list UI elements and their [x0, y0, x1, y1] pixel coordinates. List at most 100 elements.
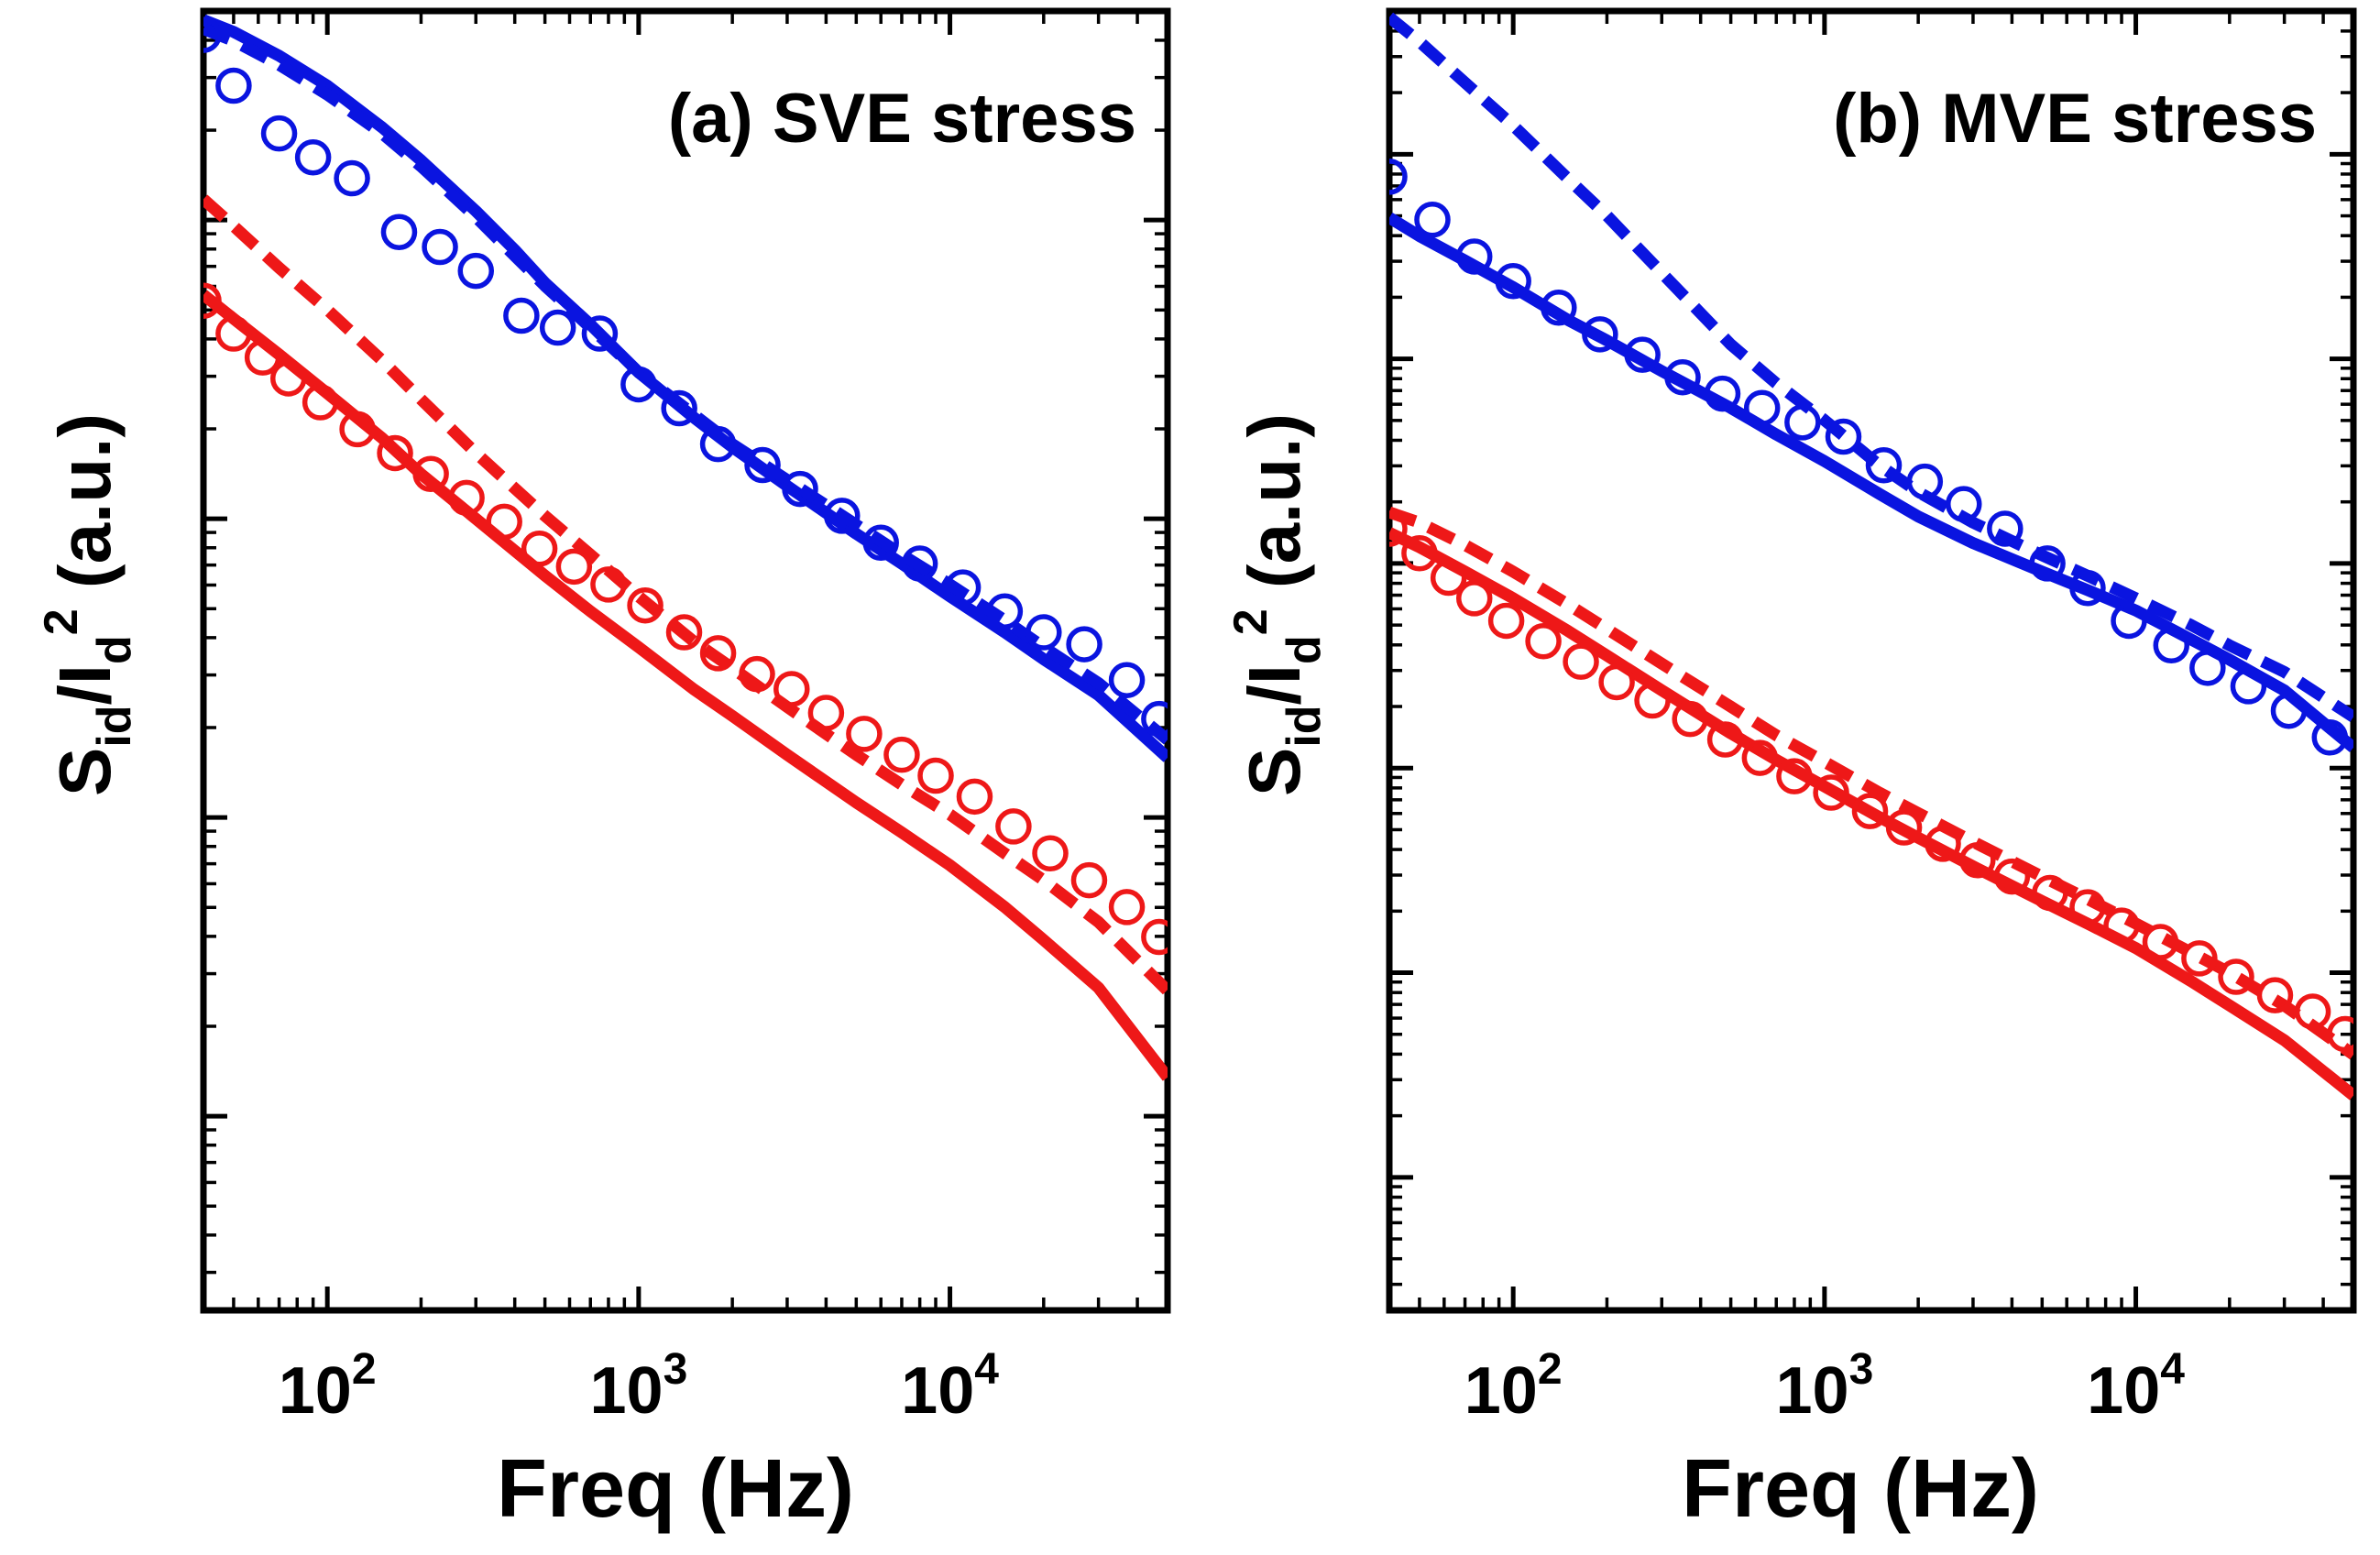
panel-a-x-tick-label: 104: [901, 1345, 999, 1428]
panel-b-x-tick-label: 104: [2087, 1345, 2185, 1428]
panel-a-red-measured-point: [739, 655, 775, 693]
panel-b-blue-fit-dashed-line: [1389, 12, 2353, 722]
panel-a-blue-measured-point: [824, 498, 861, 534]
panel-b-red-fit-dashed-line: [1389, 506, 2353, 1060]
panel-a-sve: (a) SVE stress Sid/Id2 (a.u.) Freq (Hz) …: [35, 7, 1171, 1535]
panel-b-red-measured-point: [1672, 700, 1708, 738]
panel-a-title: (a) SVE stress: [668, 80, 1136, 158]
panel-b-red-measured-point: [1389, 510, 1408, 547]
panel-a-red-measured-point: [846, 716, 883, 752]
panel-a-red-measured-point: [956, 778, 993, 816]
panel-b-blue-measured-point: [1624, 336, 1661, 373]
panel-b-red-measured-point: [2142, 924, 2179, 960]
panel-b-blue-measured-point: [2153, 627, 2190, 664]
panel-b-red-measured-point: [1925, 826, 1961, 862]
panel-a-red-measured-point: [448, 479, 485, 517]
panel-a-red-measured-point: [521, 531, 558, 567]
panel-b-blue-measured-point: [1541, 290, 1577, 326]
panel-b-red-measured-point: [1598, 663, 1635, 701]
panel-a-red-measured-point: [269, 360, 307, 397]
panel-b-x-tick-label: 103: [1775, 1345, 1873, 1428]
panel-a-red-measured-point: [1108, 889, 1146, 925]
panel-a-red-measured-point: [555, 548, 593, 586]
panel-b-red-measured-point: [1430, 559, 1467, 597]
panel-a-red-measured-point: [917, 757, 954, 794]
panel-b-blue-measured-point: [1389, 159, 1408, 195]
panel-b-blue-measured-point: [1946, 486, 1982, 522]
panel-b-blue-measured-point: [1495, 263, 1531, 300]
panel-b-red-measured-point: [2032, 874, 2068, 912]
panel-a-blue-measured-point: [620, 366, 657, 403]
panel-b-title: (b) MVE stress: [1833, 80, 2317, 158]
panel-b-red-measured-point: [2327, 1015, 2353, 1053]
panel-b-x-tick-label: 102: [1464, 1345, 1563, 1428]
panel-b-blue-measured-point: [1414, 202, 1451, 238]
panel-b-blue-measured-point: [1743, 389, 1781, 426]
panel-b-blue-measured-point: [2270, 692, 2308, 729]
panel-b-blue-measured-point: [1784, 404, 1821, 441]
panel-b-blue-measured-series: [1389, 159, 2349, 756]
panel-a-x-tick-label: 103: [589, 1345, 687, 1428]
panel-a-blue-measured-point: [986, 593, 1024, 630]
panel-b-red-measured-point: [2218, 958, 2254, 995]
panel-b-red-measured-point: [1487, 602, 1525, 640]
panel-a-blue-measured-point: [457, 252, 495, 290]
panel-a-blue-measured-point: [260, 115, 298, 152]
panel-a-red-measured-point: [412, 455, 449, 493]
panel-a-blue-measured-point: [944, 569, 982, 606]
panel-a-red-measured-point: [1032, 835, 1069, 872]
panel-b-red-measured-point: [1741, 739, 1779, 776]
panel-b-mve: (b) MVE stress Sid/Id2 (a.u.) Freq (Hz) …: [1224, 7, 2357, 1535]
panel-a-blue-measured-point: [503, 297, 540, 334]
panel-a-blue-measured-point: [380, 214, 418, 250]
panel-a-data-area: [203, 14, 1168, 1081]
panel-b-blue-measured-point: [2311, 718, 2349, 756]
panel-b-red-measured-point: [1634, 682, 1671, 719]
panel-b-red-measured-point: [1401, 535, 1438, 572]
panel-a-blue-measured-point: [782, 470, 818, 508]
panel-b-red-fit-solid-line: [1389, 527, 2353, 1101]
panel-a-red-measured-point: [377, 434, 413, 472]
panel-b-red-measured-point: [2103, 907, 2140, 944]
panel-a-red-measured-point: [215, 315, 252, 352]
panel-b-blue-measured-point: [1704, 375, 1741, 412]
panel-a-blue-measured-point: [539, 309, 576, 346]
panel-b-red-measured-point: [1851, 793, 1889, 829]
panel-a-blue-measured-point: [1066, 626, 1102, 663]
panel-b-blue-measured-point: [2111, 602, 2147, 640]
panel-a-red-measured-series: [203, 282, 1168, 956]
panel-b-blue-measured-point: [1664, 358, 1701, 396]
panel-a-red-measured-point: [807, 695, 845, 731]
panel-a-red-measured-point: [665, 614, 703, 651]
panel-a-blue-measured-point: [862, 524, 899, 561]
panel-a-x-axis-label: Freq (Hz): [497, 1443, 854, 1535]
panel-a-red-measured-point: [1141, 918, 1168, 956]
panel-b-red-measured-series: [1389, 510, 2353, 1053]
panel-a-blue-measured-point: [901, 545, 938, 582]
panel-b-red-measured-point: [2256, 977, 2294, 1013]
panel-a-red-measured-point: [995, 808, 1032, 845]
panel-a-x-tick-label: 102: [279, 1345, 377, 1428]
panel-b-plot-frame: [1386, 7, 2357, 1314]
panel-a-red-measured-point: [627, 586, 664, 624]
panel-a-plot-frame: [200, 7, 1171, 1314]
panel-a-blue-measured-point: [744, 446, 781, 484]
panel-b-blue-measured-point: [1455, 238, 1493, 275]
panel-a-red-measured-point: [699, 635, 737, 672]
panel-b-red-measured-point: [2069, 889, 2106, 925]
panel-a-blue-measured-point: [1141, 700, 1168, 738]
svg-text:Sid/Id2 (a.u.): Sid/Id2 (a.u.): [1224, 413, 1331, 796]
panel-a-blue-measured-point: [203, 16, 222, 53]
panel-b-red-measured-point: [1959, 841, 1996, 879]
panel-b-red-measured-point: [1776, 758, 1813, 794]
panel-a-blue-measured-point: [334, 159, 370, 197]
panel-a-red-measured-point: [203, 282, 222, 319]
panel-b-red-measured-point: [1885, 809, 1923, 846]
panel-a-blue-measured-series: [203, 16, 1168, 738]
panel-b-red-measured-point: [1813, 774, 1849, 811]
panel-b-x-axis-label: Freq (Hz): [1682, 1443, 2039, 1535]
panel-b-blue-measured-point: [1987, 510, 2024, 547]
panel-b-blue-measured-point: [1825, 418, 1862, 455]
